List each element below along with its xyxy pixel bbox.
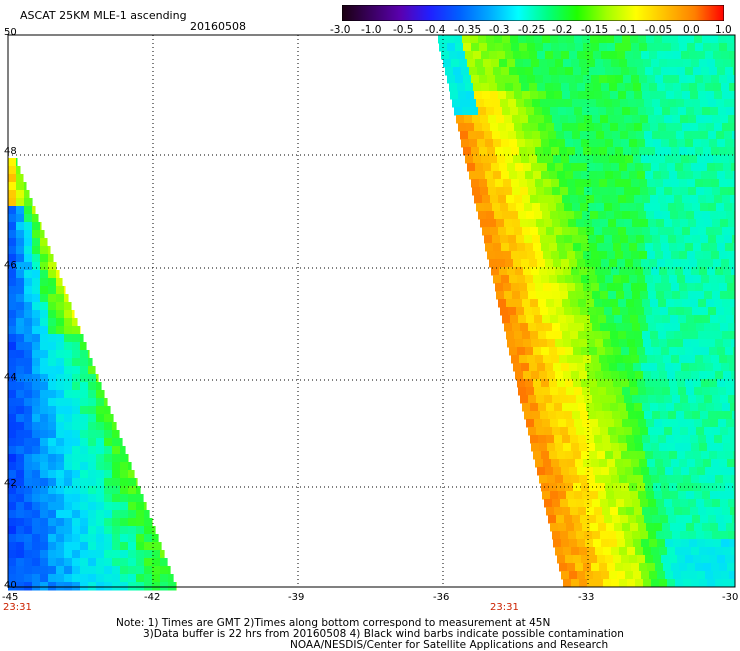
swath-left bbox=[8, 158, 177, 591]
lon-label-minus45: -45 bbox=[2, 592, 19, 603]
colorbar-label: -0.05 bbox=[645, 24, 673, 36]
colorbar-label: -0.15 bbox=[581, 24, 609, 36]
time-label-left: 23:31 bbox=[3, 602, 32, 613]
note-line-2: 3)Data buffer is 22 hrs from 20160508 4)… bbox=[143, 628, 624, 640]
colorbar-label: -1.0 bbox=[361, 24, 382, 36]
lon-label-minus42: -42 bbox=[144, 592, 161, 603]
lat-label-40: 40 bbox=[4, 580, 17, 591]
lat-label-44: 44 bbox=[4, 372, 17, 383]
colorbar-gradient bbox=[342, 5, 724, 21]
time-label-right: 23:31 bbox=[490, 602, 519, 613]
map-date: 20160508 bbox=[190, 20, 246, 33]
lat-label-50: 50 bbox=[4, 27, 17, 38]
swath-right bbox=[438, 35, 736, 588]
lat-label-46: 46 bbox=[4, 260, 17, 271]
lon-label-minus33: -33 bbox=[578, 592, 595, 603]
colorbar-label: -0.25 bbox=[518, 24, 546, 36]
colorbar-label: -0.4 bbox=[425, 24, 446, 36]
lat-label-42: 42 bbox=[4, 478, 17, 489]
colorbar-label: 0.0 bbox=[683, 24, 700, 36]
colorbar-label: -0.1 bbox=[616, 24, 637, 36]
note-line-1: Note: 1) Times are GMT 2)Times along bot… bbox=[116, 617, 551, 629]
lon-label-minus36: -36 bbox=[433, 592, 450, 603]
lon-label-minus30: -30 bbox=[722, 592, 739, 603]
map-title: ASCAT 25KM MLE-1 ascending bbox=[20, 9, 187, 22]
colorbar-label: -0.5 bbox=[393, 24, 414, 36]
colorbar-label: -0.2 bbox=[552, 24, 573, 36]
map-frame bbox=[7, 34, 736, 588]
colorbar-label: -3.0 bbox=[330, 24, 351, 36]
colorbar-label: -0.3 bbox=[489, 24, 510, 36]
colorbar-label: 1.0 bbox=[715, 24, 732, 36]
lon-label-minus39: -39 bbox=[288, 592, 305, 603]
colorbar-label: -0.35 bbox=[454, 24, 482, 36]
note-line-3: NOAA/NESDIS/Center for Satellite Applica… bbox=[290, 639, 609, 651]
colorbar-labels: -3.0 -1.0 -0.5 -0.4 -0.35 -0.3 -0.25 -0.2 -0.15-… bbox=[0, 24, 740, 38]
lat-lon-grid bbox=[8, 35, 735, 587]
lat-label-48: 48 bbox=[4, 146, 17, 157]
colorbar bbox=[342, 5, 724, 21]
